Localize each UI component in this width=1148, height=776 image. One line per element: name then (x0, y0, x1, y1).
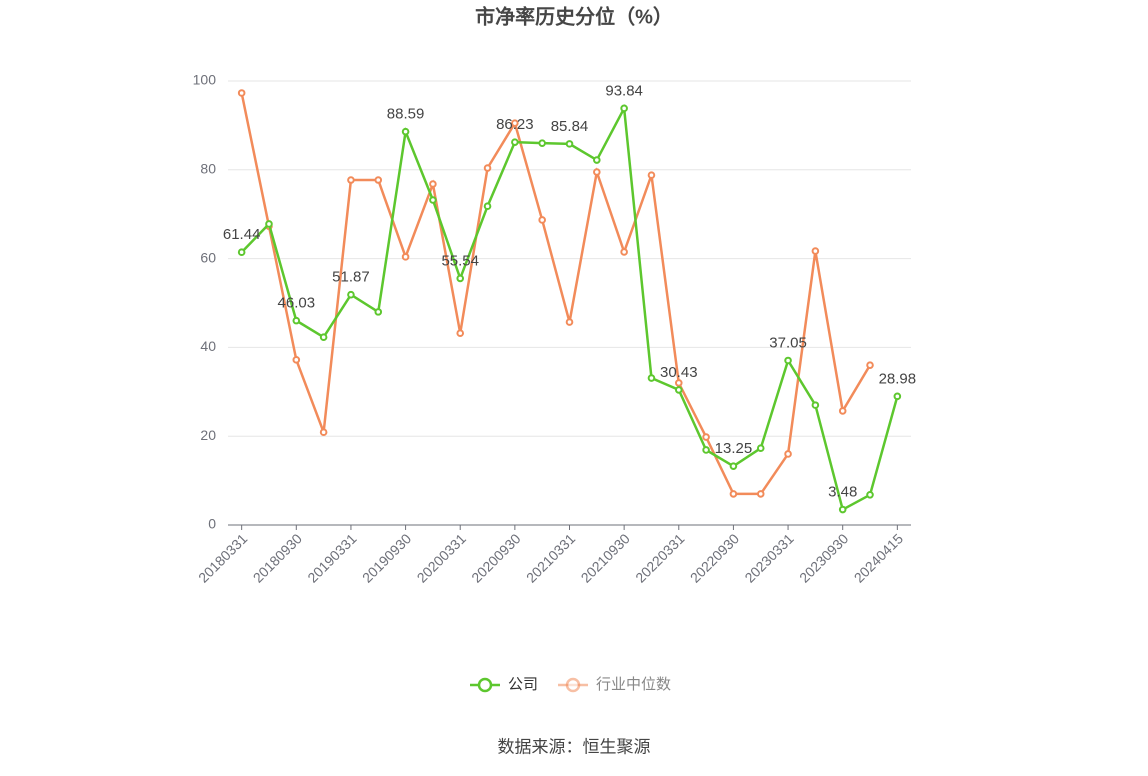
x-tick-label: 20210331 (523, 530, 579, 586)
x-tick-label: 20230930 (796, 530, 852, 586)
data-label: 88.59 (387, 106, 425, 123)
data-point (784, 356, 792, 365)
legend-label: 行业中位数 (596, 676, 671, 693)
series-line (240, 104, 899, 512)
y-tick-label: 100 (193, 72, 217, 88)
data-label: 28.98 (879, 370, 917, 387)
legend-marker (565, 677, 581, 693)
data-label: 86.23 (496, 116, 534, 133)
data-point (565, 318, 574, 326)
data-point (456, 274, 465, 283)
data-point (647, 171, 656, 179)
data-point (237, 89, 246, 97)
data-point (756, 490, 765, 498)
data-point (483, 202, 492, 211)
y-tick-label: 0 (208, 516, 216, 532)
x-tick-label: 20180930 (250, 530, 306, 586)
data-point (565, 140, 574, 148)
data-point (702, 446, 710, 454)
data-label: 61.44 (223, 226, 261, 243)
data-point (620, 104, 628, 113)
data-point (674, 379, 683, 387)
y-tick-label: 60 (200, 249, 216, 265)
data-label: 93.84 (605, 82, 643, 99)
data-point (866, 361, 874, 369)
y-tick-label: 20 (200, 427, 216, 443)
data-point (593, 168, 601, 176)
data-point (838, 407, 847, 415)
data-point (237, 248, 246, 257)
x-tick-label: 20220331 (632, 530, 688, 586)
data-point (401, 127, 410, 136)
data-label: 37.05 (769, 334, 807, 351)
data-point (511, 138, 519, 146)
y-tick-label: 40 (200, 338, 216, 354)
data-point (292, 356, 301, 364)
data-label: 55.54 (441, 252, 479, 269)
data-point (538, 216, 546, 224)
data-point (292, 316, 301, 325)
data-point (756, 444, 765, 452)
chart-title: 市净率历史分位（%） (475, 4, 673, 28)
data-point (429, 180, 437, 188)
data-point (483, 164, 492, 172)
data-label: 3.48 (828, 484, 857, 501)
series-line (240, 92, 872, 496)
data-point (620, 248, 628, 256)
data-point (347, 290, 355, 299)
data-point (374, 176, 383, 184)
data-point (838, 505, 847, 514)
data-point (866, 491, 874, 499)
x-tick-label: 20190331 (304, 530, 360, 586)
data-point (347, 176, 355, 184)
data-point (784, 450, 792, 458)
data-point (511, 119, 519, 127)
data-label: 30.43 (660, 364, 698, 381)
data-point (811, 401, 820, 409)
x-tick-label: 20230331 (741, 530, 797, 586)
legend-marker (477, 677, 493, 693)
data-point (401, 253, 410, 261)
data-point (319, 333, 328, 341)
x-tick-label: 20220930 (687, 530, 743, 586)
data-point (893, 392, 902, 401)
data-label: 85.84 (551, 118, 589, 135)
data-point (811, 247, 820, 255)
data-point (374, 308, 383, 316)
data-label: 51.87 (332, 269, 370, 286)
data-point (729, 462, 738, 470)
data-point (702, 433, 710, 441)
x-tick-label: 20200930 (468, 530, 524, 586)
x-tick-label: 20210930 (578, 530, 634, 586)
data-point (647, 374, 656, 382)
data-point (674, 386, 683, 394)
x-tick-label: 20200331 (414, 530, 470, 586)
data-point (593, 156, 601, 164)
data-point (456, 329, 465, 337)
data-label: 13.25 (715, 440, 753, 457)
source-note: 数据来源：恒生聚源 (498, 737, 651, 756)
y-tick-label: 80 (200, 161, 216, 177)
legend-label: 公司 (508, 676, 538, 693)
data-label: 46.03 (278, 295, 316, 312)
data-point (538, 139, 546, 147)
data-point (265, 220, 273, 228)
x-tick-label: 20180331 (195, 530, 251, 586)
data-point (729, 490, 738, 498)
x-tick-label: 20240415 (851, 530, 907, 586)
x-tick-label: 20190930 (359, 530, 415, 586)
data-point (429, 196, 437, 204)
data-point (319, 428, 328, 437)
